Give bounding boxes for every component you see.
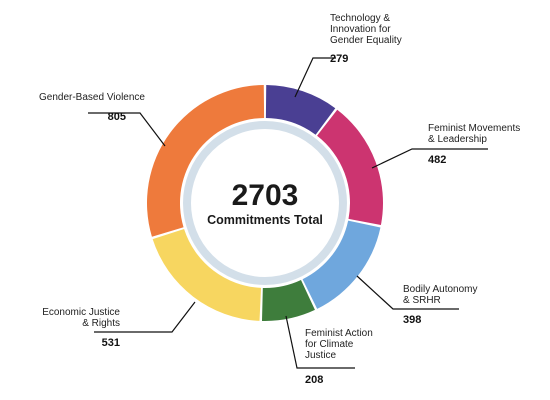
- slice-value: 208: [305, 374, 323, 386]
- slice-label-line: Feminist Movements: [428, 123, 520, 134]
- donut-slice: [265, 85, 336, 135]
- slice-label: Technology & Innovation for Gender Equalit…: [330, 13, 402, 46]
- slice-value: 805: [108, 111, 126, 123]
- slice-label: Bodily Autonomy & SRHR: [403, 284, 478, 306]
- total-value: 2703: [232, 179, 299, 212]
- donut-slice: [261, 280, 315, 321]
- slice-label-line: Technology &: [330, 13, 390, 24]
- leader-line: [356, 275, 459, 310]
- slice-value: 482: [428, 154, 446, 166]
- slice-label-line: Justice: [305, 350, 337, 361]
- total-label: Commitments Total: [207, 213, 323, 227]
- leader-line: [88, 112, 166, 147]
- leader-line: [371, 148, 488, 169]
- slice-label: Feminist Action for Climate Justice: [305, 328, 373, 361]
- slice-label-line: Economic Justice: [42, 307, 120, 318]
- slice-label-line: Innovation for: [330, 24, 391, 35]
- slice-label-line: & Rights: [82, 318, 120, 329]
- donut-slice: [147, 85, 265, 237]
- label-group: Technology & Innovation for Gender Equalit…: [39, 13, 520, 386]
- slice-label-line: & SRHR: [403, 295, 441, 306]
- leader-line: [294, 57, 336, 98]
- slice-label-line: for Climate: [305, 339, 354, 350]
- donut-slice: [302, 220, 381, 309]
- donut-slice: [317, 109, 383, 226]
- slice-value: 398: [403, 314, 421, 326]
- slice-group: [147, 85, 383, 321]
- slice-label-line: Gender Equality: [330, 35, 402, 46]
- slice-label-line: & Leadership: [428, 134, 487, 145]
- donut-slice: [152, 229, 262, 321]
- slice-value: 531: [102, 337, 120, 349]
- slice-label-line: Feminist Action: [305, 328, 373, 339]
- slice-label: Economic Justice & Rights: [42, 307, 120, 329]
- slice-label-line: Gender-Based Violence: [39, 92, 145, 103]
- inner-ring: [183, 121, 347, 285]
- slice-label: Gender-Based Violence: [39, 92, 145, 103]
- slice-label-line: Bodily Autonomy: [403, 284, 478, 295]
- slice-label: Feminist Movements & Leadership: [428, 123, 520, 145]
- slice-value: 279: [330, 53, 348, 65]
- leader-line: [285, 315, 355, 369]
- leader-line: [94, 301, 196, 333]
